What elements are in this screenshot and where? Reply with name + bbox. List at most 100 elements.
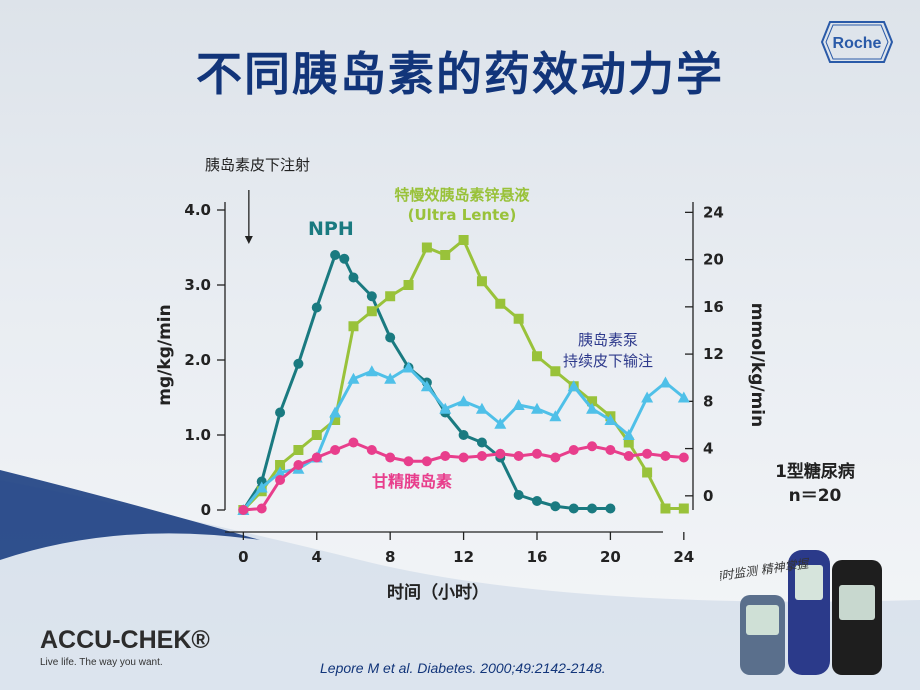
data-point — [567, 380, 580, 392]
data-point — [329, 406, 342, 418]
series-label-ultralente-2: (Ultra Lente) — [408, 206, 517, 224]
chart-labels: mg/kg/min mmol/kg/min 时间（小时） 胰岛素皮下注射 NPH… — [155, 156, 855, 603]
data-point — [366, 306, 377, 317]
data-point — [330, 445, 341, 455]
data-point — [642, 467, 653, 478]
series-label-ultralente-1: 特慢效胰岛素锌悬液 — [394, 186, 530, 204]
data-point — [586, 402, 599, 414]
data-point — [384, 372, 397, 384]
series-label-glargine: 甘精胰岛素 — [372, 472, 452, 491]
data-point — [421, 242, 432, 253]
injection-label: 胰岛素皮下注射 — [205, 156, 310, 174]
data-point — [512, 399, 525, 410]
citation: Lepore M et al. Diabetes. 2000;49:2142-2… — [320, 660, 606, 676]
data-point — [311, 430, 322, 440]
data-point — [605, 503, 616, 514]
data-point — [385, 291, 396, 302]
data-point — [330, 415, 341, 425]
data-point — [604, 414, 617, 425]
data-point — [385, 332, 396, 343]
data-point — [513, 451, 524, 461]
data-point — [348, 272, 359, 283]
data-point — [532, 496, 542, 506]
data-point — [475, 402, 488, 414]
x-tick-label: 24 — [673, 548, 694, 566]
y-left-tick-label: 4.0 — [184, 201, 211, 219]
data-point — [550, 366, 561, 377]
y-left-tick-label: 3.0 — [184, 276, 211, 294]
data-point — [660, 451, 671, 461]
data-point — [513, 313, 524, 324]
series-label-nph: NPH — [308, 218, 354, 240]
data-point — [402, 361, 415, 373]
data-point — [549, 410, 562, 422]
x-tick-label: 20 — [600, 548, 621, 566]
data-point — [275, 475, 286, 485]
y-left-tick-label: 1.0 — [184, 426, 211, 444]
data-point — [641, 391, 654, 403]
data-point — [293, 460, 304, 470]
data-point — [587, 503, 598, 514]
data-point — [403, 280, 414, 290]
data-point — [311, 302, 322, 313]
roche-logo-text: Roche — [833, 35, 882, 52]
data-point — [622, 429, 635, 440]
slide-title: 不同胰岛素的药效动力学 — [196, 47, 724, 101]
data-point — [348, 321, 359, 332]
data-point — [568, 503, 579, 514]
data-point — [550, 501, 561, 512]
x-tick-label: 4 — [312, 548, 322, 566]
data-point — [587, 441, 598, 452]
data-point — [385, 452, 396, 463]
y-axis-label-left: mg/kg/min — [155, 304, 175, 405]
data-point — [275, 407, 286, 418]
series-line-1 — [242, 238, 684, 512]
brand-tagline: Live life. The way you want. — [40, 657, 163, 668]
n-label: n＝20 — [789, 486, 842, 506]
data-point — [366, 445, 377, 455]
x-axis-label: 时间（小时） — [387, 582, 489, 603]
x-tick-label: 0 — [238, 548, 248, 566]
data-point — [458, 430, 469, 440]
y-axis-label-right: mmol/kg/min — [747, 303, 767, 427]
series-layer — [237, 235, 690, 515]
data-point — [256, 503, 267, 514]
y-right-tick-label: 0 — [703, 487, 713, 505]
data-point — [476, 437, 487, 448]
glucose-meters-image: 随时监测 精神掌握 — [720, 550, 882, 675]
series-3 — [238, 437, 689, 515]
data-point — [457, 395, 470, 407]
data-point — [348, 437, 359, 448]
y-right-tick-label: 12 — [703, 345, 724, 363]
brand-name: ACCU-CHEK® — [40, 626, 210, 654]
data-point — [458, 235, 469, 245]
y-left-tick-label: 0 — [201, 501, 211, 519]
y-left-tick-label: 2.0 — [184, 351, 211, 369]
data-point — [678, 452, 689, 463]
y-right-tick-label: 4 — [703, 440, 713, 458]
data-point — [568, 445, 579, 455]
data-point — [532, 448, 542, 459]
data-point — [660, 503, 671, 514]
data-point — [366, 291, 377, 302]
data-point — [513, 490, 524, 500]
data-point — [495, 298, 506, 309]
background-swoosh-dark — [0, 470, 260, 560]
data-point — [274, 466, 287, 478]
injection-arrow — [244, 190, 253, 244]
data-point — [347, 372, 360, 384]
data-point — [642, 448, 653, 459]
accu-chek-logo: ACCU-CHEK® Live life. The way you want. — [40, 626, 210, 668]
y-right-tick-label: 24 — [703, 203, 724, 221]
data-point — [293, 445, 304, 455]
chart-axes: 0 1.0 2.0 3.0 4.0 0 4 8 12 16 20 24 0 4 8 12 16 20 24 — [184, 201, 723, 566]
data-point — [476, 276, 487, 287]
data-point — [238, 505, 249, 515]
data-point — [330, 250, 341, 260]
series-1 — [238, 235, 689, 515]
data-point — [495, 448, 506, 459]
data-point — [339, 253, 350, 264]
x-tick-label: 8 — [385, 548, 395, 566]
y-right-tick-label: 8 — [703, 392, 713, 410]
